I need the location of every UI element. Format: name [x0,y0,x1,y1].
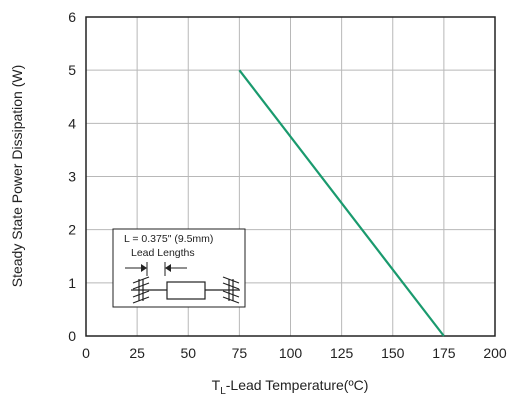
derating-line [238,69,445,337]
y-tick-label: 2 [68,222,76,238]
y-axis-title: Steady State Power Dissipation (W) [9,65,25,288]
x-axis-ticks: 0 25 50 75 100 125 150 175 200 [82,345,507,361]
y-tick-label: 0 [68,328,76,344]
y-tick-label: 5 [68,62,76,78]
y-tick-label: 1 [68,275,76,291]
plot-frame [85,16,496,337]
x-axis-title: TL-Lead Temperature(ºC) [212,377,369,397]
x-axis-title-subscript: L [220,386,226,397]
dimension-arrows [125,262,187,276]
series-group [238,69,445,337]
y-axis-ticks: 0 1 2 3 4 5 6 [68,9,76,344]
x-tick-label: 150 [381,345,405,361]
x-tick-label: 125 [330,345,354,361]
x-tick-label: 200 [483,345,507,361]
x-tick-label: 25 [129,345,145,361]
lead-length-inset: L = 0.375" (9.5mm) Lead Lengths [112,228,246,308]
y-tick-label: 3 [68,169,76,185]
x-axis-title-prefix: T [212,377,221,393]
x-axis-title-suffix: -Lead Temperature(ºC) [226,377,369,393]
inset-lead-length-label: L = 0.375" (9.5mm) [124,233,213,245]
component-diagram [131,276,240,304]
x-tick-label: 175 [432,345,456,361]
x-tick-label: 100 [279,345,303,361]
y-tick-label: 6 [68,9,76,25]
x-tick-label: 0 [82,345,90,361]
y-tick-label: 4 [68,115,76,131]
x-tick-label: 75 [232,345,248,361]
x-tick-label: 50 [180,345,196,361]
inset-lead-lengths-caption: Lead Lengths [131,247,195,259]
